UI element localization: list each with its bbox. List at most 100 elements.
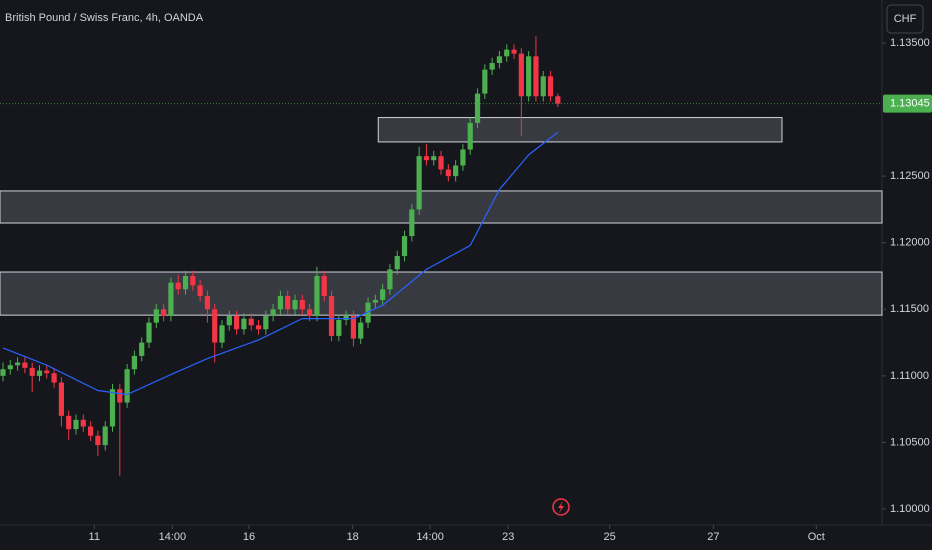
candle-body (109, 389, 116, 427)
candle-body (270, 309, 276, 316)
candle-body (387, 269, 393, 290)
zone (0, 271, 883, 316)
candle-body (314, 276, 320, 316)
candle-body (321, 276, 327, 296)
candle-body (146, 322, 152, 343)
y-tick-label: 1.12500 (890, 170, 930, 182)
candle-body (526, 56, 532, 97)
last-price-label: 1.13045 (890, 97, 930, 109)
candle-body (182, 276, 189, 290)
candle-body (285, 295, 291, 310)
x-tick-label: 14:00 (416, 531, 444, 543)
candle-body (453, 165, 459, 177)
x-tick-label: Oct (808, 531, 825, 543)
candle-body (467, 122, 473, 150)
candle-body (533, 56, 539, 97)
candle-body (263, 315, 269, 330)
candle-body (299, 299, 305, 310)
candle-body (51, 373, 57, 383)
chart-title: British Pound / Swiss Franc, 4h, OANDA (5, 12, 204, 24)
candle-body (518, 53, 524, 97)
alert-bolt (558, 501, 564, 513)
moving-average (2, 131, 559, 396)
y-tick-label: 1.10000 (890, 503, 930, 515)
x-tick-label: 16 (243, 531, 255, 543)
candle-body (153, 309, 159, 323)
candle-body (66, 415, 72, 430)
candle-body (255, 325, 262, 330)
x-tick-label: 18 (347, 531, 359, 543)
candle-body (241, 318, 247, 330)
x-tick-label: 23 (502, 531, 514, 543)
candle-body (95, 435, 101, 446)
candle-body (88, 426, 94, 436)
candle-body (438, 156, 444, 170)
last-price-box (883, 94, 932, 113)
alert-icon[interactable] (552, 498, 570, 516)
candle-body (7, 365, 13, 370)
candle-body (277, 295, 284, 310)
candle-body (44, 370, 50, 374)
x-tick-label: 25 (604, 531, 616, 543)
candle-body (555, 96, 561, 104)
x-tick-label: 27 (707, 531, 719, 543)
candle-body (131, 355, 138, 370)
candle-body (380, 289, 386, 300)
candle-body (139, 342, 145, 356)
candle-body (204, 295, 211, 310)
x-tick-label: 14:00 (159, 531, 187, 543)
candle-body (36, 370, 43, 376)
candle-body (511, 49, 517, 54)
candle-body (14, 362, 21, 366)
candle-body (445, 169, 451, 177)
candle-body (80, 419, 86, 427)
candle-body (496, 56, 503, 63)
candle-body (219, 325, 225, 343)
candle-body (292, 299, 298, 310)
candle-body (190, 276, 196, 286)
candle-body (409, 209, 415, 237)
candle-body (482, 69, 488, 94)
candle-body (423, 156, 430, 161)
candle-body (547, 76, 554, 97)
candle-body (343, 315, 349, 320)
plot-area (0, 36, 883, 476)
candle-body (401, 236, 408, 257)
y-tick-label: 1.11500 (890, 303, 929, 315)
candle-body (248, 318, 254, 326)
candle-body (124, 369, 130, 403)
candle-body (328, 295, 335, 336)
candle-body (358, 322, 364, 339)
y-tick-label: 1.12000 (890, 237, 930, 249)
candle-body (431, 156, 437, 161)
candle-body (234, 315, 240, 330)
candle-body (540, 76, 546, 97)
candle-body (117, 389, 123, 403)
candle-body (197, 285, 203, 296)
candle-body (336, 319, 342, 336)
candle-body (489, 62, 495, 70)
x-tick-label: 11 (89, 531, 100, 543)
candle-body (29, 367, 35, 376)
currency-button[interactable] (886, 4, 924, 34)
y-tick-label: 1.13500 (890, 37, 930, 49)
currency-label: CHF (894, 13, 917, 25)
candle-body (460, 149, 466, 166)
zone (0, 190, 883, 224)
candle-body (22, 362, 28, 368)
candle-body (474, 93, 481, 123)
candle-body (0, 369, 6, 376)
candle-body (226, 315, 232, 326)
candle-body (504, 49, 510, 57)
zone (377, 117, 783, 143)
candle-body (372, 299, 378, 303)
y-tick-label: 1.11000 (890, 370, 929, 382)
candle-body (102, 426, 108, 446)
candle-body (365, 302, 371, 323)
candle-body (168, 282, 174, 316)
alert-circle (552, 498, 570, 516)
candle-body (161, 309, 167, 316)
candle-body (212, 309, 218, 343)
